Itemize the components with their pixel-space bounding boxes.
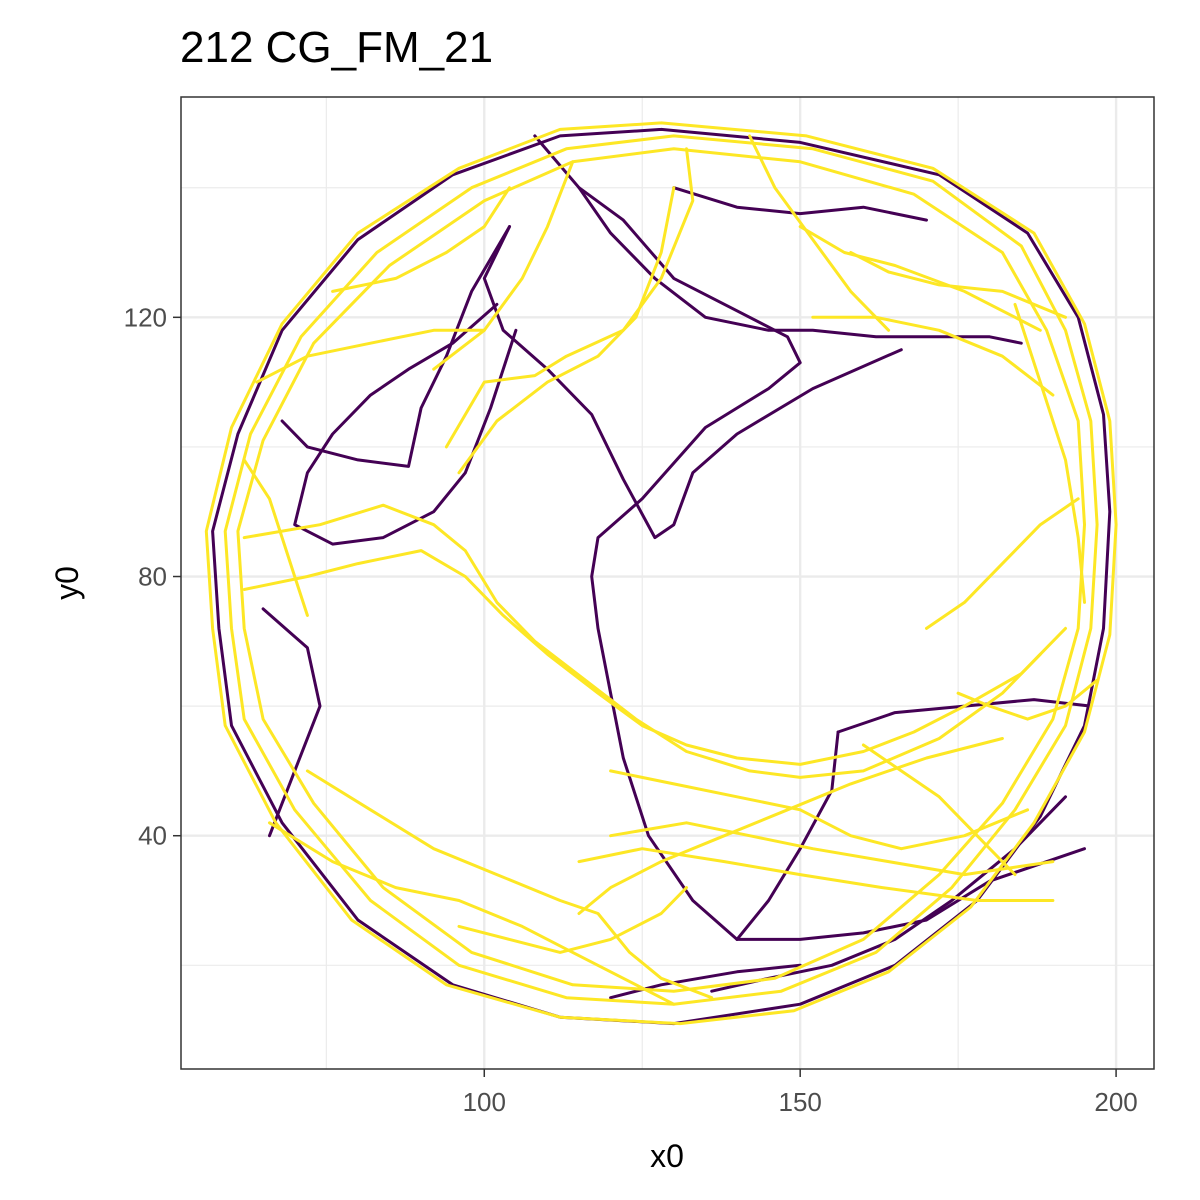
trajectory-path [255, 328, 486, 384]
trajectory-path [798, 225, 1042, 332]
trajectory-path [577, 847, 1055, 902]
series-2 [204, 121, 1118, 1026]
trajectory-path [432, 160, 575, 371]
plot-border [180, 96, 1155, 1070]
trajectory-path [331, 186, 511, 293]
y-axis-title: y0 [49, 566, 85, 600]
trajectory-path [280, 225, 511, 468]
y-tick-label: 40 [138, 821, 167, 851]
trajectory-path [609, 963, 802, 1000]
trajectory-path [242, 549, 1067, 766]
plot-panel [181, 97, 1154, 1069]
x-tick-label: 200 [1094, 1087, 1137, 1117]
trajectory-path [811, 315, 1055, 397]
series-layer [204, 121, 1118, 1026]
x-tick-label: 150 [778, 1087, 821, 1117]
trajectory-path [457, 186, 676, 475]
trajectory-path [748, 134, 891, 332]
trajectory-path [305, 769, 714, 1000]
trajectory-path [482, 225, 903, 540]
trajectory-path [609, 769, 1030, 851]
trajectory-path [242, 503, 1042, 779]
trajectory-path [925, 497, 1080, 630]
trajectory-path [1013, 302, 1086, 604]
trajectory-path [861, 743, 1017, 877]
y-tick-label: 80 [138, 562, 167, 592]
y-axis-ticks: 40 80 120 [124, 302, 181, 851]
x-axis-ticks: 100 150 200 [463, 1069, 1138, 1117]
trajectory-path [236, 147, 1086, 993]
trajectory-path [293, 302, 518, 546]
trajectory-path [609, 821, 1055, 877]
trajectory-path [457, 886, 688, 954]
minor-gridlines [181, 97, 1154, 1069]
y-tick-label: 120 [124, 302, 167, 332]
trajectory-path [672, 186, 928, 222]
trajectory-path [577, 186, 1086, 941]
trajectory-path [577, 737, 1004, 915]
trajectory-path [204, 121, 1118, 1026]
x-tick-label: 100 [463, 1087, 506, 1117]
trajectory-path [956, 678, 1099, 721]
x-axis-title: x0 [650, 1138, 684, 1174]
chart-title: 212 CG_FM_21 [180, 23, 493, 72]
trajectory-path [268, 821, 676, 1006]
trajectory-path [533, 134, 1023, 345]
trajectory-path [849, 251, 1067, 319]
trajectory-path [444, 147, 695, 449]
trajectory-path [242, 458, 309, 617]
trajectory-path [735, 730, 840, 941]
